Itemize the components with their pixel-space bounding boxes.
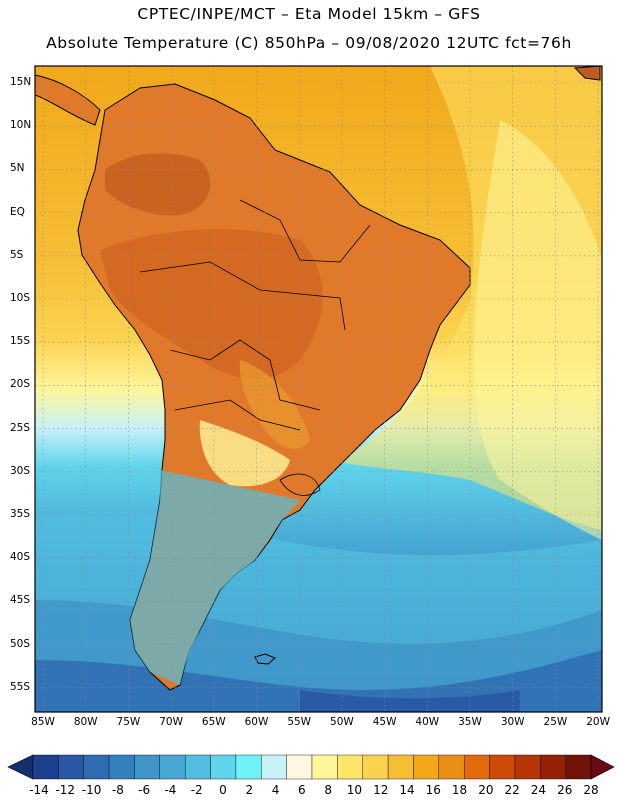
colorbar-swatch (108, 754, 135, 780)
colorbar-swatch (514, 754, 541, 780)
lon-label: 60W (244, 716, 269, 728)
lon-label: 80W (73, 716, 98, 728)
colorbar-label: 10 (346, 783, 363, 797)
lon-label: 20W (586, 716, 610, 728)
colorbar-swatch (261, 754, 287, 780)
lon-label: 45W (372, 716, 397, 728)
colorbar-label: -12 (55, 783, 76, 797)
lon-label: 50W (330, 716, 354, 728)
title-line-2: Absolute Temperature (C) 850hPa – 09/08/… (46, 34, 572, 52)
lat-label: 15S (10, 335, 31, 348)
colorbar-label: 20 (478, 783, 494, 797)
colorbar-swatch (337, 754, 363, 780)
colorbar-label: 6 (298, 783, 306, 797)
lon-label: 40W (415, 716, 440, 728)
colorbar-swatch (210, 754, 237, 780)
colorbar-swatch (83, 754, 110, 780)
colorbar-label: -14 (29, 783, 49, 797)
lon-label: 30W (500, 716, 525, 728)
lat-label: 20S (10, 378, 31, 391)
colorbar-swatch (159, 754, 186, 780)
colorbar-swatch (32, 754, 59, 780)
colorbar-label: 18 (451, 783, 468, 797)
lat-label: 25S (10, 421, 31, 434)
colorbar-label: 2 (245, 783, 254, 797)
colorbar (7, 754, 615, 780)
colorbar-swatch (540, 754, 566, 780)
colorbar-swatch (311, 754, 338, 780)
lat-label: 10N (10, 119, 32, 132)
lat-label: 30S (10, 464, 31, 477)
colorbar-label: -4 (164, 783, 177, 797)
colorbar-label: 12 (373, 783, 389, 797)
hot-interior (100, 229, 323, 379)
lon-label: 65W (201, 716, 226, 728)
colorbar-swatch (413, 754, 440, 780)
colorbar-swatch (286, 754, 313, 780)
plot-frame (34, 65, 603, 713)
lon-label: 55W (287, 716, 312, 728)
lat-label: EQ (10, 205, 25, 218)
colorbar-label: -10 (81, 783, 102, 797)
lat-label: 55S (10, 680, 31, 693)
colorbar-label: 16 (425, 783, 441, 797)
colorbar-label: 22 (504, 783, 520, 797)
lat-label: 35S (10, 508, 31, 520)
lat-label: 50S (10, 637, 31, 650)
lat-label: 15N (10, 76, 32, 88)
title-line-1: CPTEC/INPE/MCT – Eta Model 15km – GFS (137, 5, 481, 23)
colorbar-swatch (387, 754, 414, 780)
colorbar-label: 8 (324, 783, 332, 797)
colorbar-max-arrow (590, 754, 615, 780)
colorbar-label: 28 (583, 783, 599, 797)
colorbar-label: 0 (219, 783, 227, 797)
colorbar-swatch (58, 754, 84, 780)
colorbar-label: -8 (111, 783, 124, 797)
lat-label: 40S (10, 551, 31, 564)
lat-label: 10S (10, 292, 31, 304)
colorbar-label: 24 (530, 783, 547, 797)
colorbar-label: -6 (138, 783, 151, 797)
colorbar-label: -2 (190, 783, 203, 797)
colorbar-swatch (565, 754, 592, 780)
lon-label: 25W (543, 716, 568, 728)
colorbar-label: 4 (271, 783, 280, 797)
lon-label: 75W (116, 716, 141, 728)
lon-label: 70W (159, 716, 183, 728)
colorbar-swatch (489, 754, 516, 780)
lat-label: 45S (10, 594, 31, 607)
lat-label: 5N (10, 162, 25, 175)
lon-label: 85W (31, 716, 55, 728)
colorbar-label: 14 (399, 783, 415, 797)
colorbar-swatch (235, 754, 262, 780)
colorbar-label: 26 (557, 783, 573, 797)
colorbar-swatch (362, 754, 389, 780)
colorbar-min-arrow (7, 754, 34, 780)
colorbar-swatch (184, 754, 211, 780)
colorbar-swatch (463, 754, 490, 780)
colorbar-swatch (438, 754, 465, 780)
lat-lon-grid (35, 66, 602, 712)
lon-label: 35W (458, 716, 482, 728)
lat-label: 5S (10, 248, 24, 261)
colorbar-swatch (134, 754, 161, 780)
